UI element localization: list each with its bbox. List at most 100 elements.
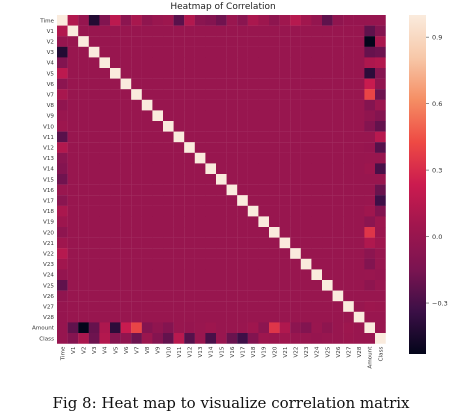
- heatmap-cell-v1-v2: [78, 25, 89, 37]
- heatmap-cell-v8-v21: [279, 99, 291, 111]
- heatmap-cell-v25-v3: [88, 280, 100, 291]
- heatmap-cell-v26-v8: [141, 290, 153, 302]
- heatmap-cell-v8-v1: [67, 99, 79, 111]
- heatmap-cell-v26-v23: [300, 290, 312, 302]
- heatmap-cell-v1-v12: [184, 25, 195, 37]
- heatmap-cell-v7-v22: [290, 89, 301, 100]
- heatmap-cell-v3-v2: [78, 46, 89, 58]
- heatmap-cell-v18-v26: [332, 205, 344, 217]
- heatmap-cell-amount-v8: [141, 322, 153, 334]
- heatmap-cell-v1-v11: [173, 25, 185, 37]
- heatmap-cell-v16-v7: [131, 184, 142, 196]
- heatmap-cell-v24-v14: [205, 269, 217, 281]
- heatmap-cell-v12-v12: [184, 142, 195, 153]
- heatmap-cell-v10-v20: [269, 121, 280, 132]
- heatmap-cell-v10-v17: [237, 121, 248, 132]
- heatmap-cell-v1-amount: [364, 25, 376, 37]
- heatmap-cell-v2-v24: [311, 36, 323, 47]
- heatmap-cell-v23-v17: [237, 258, 248, 270]
- heatmap-cell-v8-v2: [78, 99, 89, 111]
- heatmap-cell-v18-v16: [226, 205, 238, 217]
- heatmap-cell-v4-v8: [141, 57, 153, 69]
- heatmap-cell-v8-v11: [173, 99, 185, 111]
- heatmap-cell-v9-v6: [120, 110, 132, 122]
- heatmap-cell-v23-v15: [216, 258, 227, 270]
- heatmap-cell-v28-v3: [88, 311, 100, 323]
- heatmap-cell-v19-v4: [99, 216, 111, 228]
- heatmap-cell-class-v7: [131, 333, 142, 344]
- heatmap-cell-v28-v9: [152, 311, 164, 323]
- heatmap-cell-v5-v20: [269, 68, 280, 79]
- heatmap-cell-v22-v20: [269, 248, 280, 259]
- heatmap-cell-v12-v10: [163, 142, 174, 153]
- x-tick-label: V3: [92, 346, 98, 354]
- heatmap-cell-v17-v28: [353, 195, 365, 206]
- heatmap-cell-v14-v15: [216, 163, 227, 175]
- heatmap-cell-v15-v13: [194, 174, 206, 185]
- heatmap-cell-time-v21: [279, 15, 291, 26]
- heatmap-cell-v8-v20: [269, 99, 280, 111]
- heatmap-cell-v7-time: [57, 89, 68, 100]
- heatmap-cell-v17-v3: [88, 195, 100, 206]
- heatmap-cell-v13-v15: [216, 152, 227, 164]
- heatmap-cell-v25-v6: [120, 280, 132, 291]
- heatmap-cell-v3-v11: [173, 46, 185, 58]
- heatmap-cell-v1-v23: [300, 25, 312, 37]
- heatmap-cell-v26-v17: [237, 290, 248, 302]
- heatmap-cell-v2-v3: [88, 36, 100, 47]
- y-tick-label: V3: [47, 50, 55, 56]
- y-tick-label: V5: [47, 71, 55, 77]
- heatmap-cell-v15-class: [375, 174, 386, 185]
- heatmap-cell-v14-v14: [205, 163, 217, 175]
- heatmap-cell-v1-v13: [194, 25, 206, 37]
- heatmap-cell-v12-v24: [311, 142, 323, 153]
- heatmap-cell-class-amount: [364, 333, 376, 344]
- heatmap-cell-v9-v7: [131, 110, 142, 122]
- heatmap-cell-v13-time: [57, 152, 68, 164]
- heatmap-cell-v2-v15: [216, 36, 227, 47]
- heatmap-cell-v17-v12: [184, 195, 195, 206]
- heatmap-cell-v26-v5: [110, 290, 121, 302]
- heatmap-cell-v16-v21: [279, 184, 291, 196]
- heatmap-cell-v9-v2: [78, 110, 89, 122]
- heatmap-cell-v21-v12: [184, 237, 195, 249]
- heatmap-cell-v24-v18: [247, 269, 259, 281]
- heatmap-cell-v10-v23: [300, 121, 312, 132]
- heatmap-cell-v3-v24: [311, 46, 323, 58]
- heatmap-cell-v24-v21: [279, 269, 291, 281]
- heatmap-cell-v12-v25: [322, 142, 333, 153]
- heatmap-cell-v18-v27: [343, 205, 354, 217]
- heatmap-cell-v26-v13: [194, 290, 206, 302]
- heatmap-cell-v26-v18: [247, 290, 259, 302]
- heatmap-cell-v20-v27: [343, 227, 354, 238]
- heatmap-cell-v8-v6: [120, 99, 132, 111]
- heatmap-cell-v19-class: [375, 216, 386, 228]
- heatmap-cell-v12-v28: [353, 142, 365, 153]
- heatmap-cell-v27-v8: [141, 301, 153, 312]
- heatmap-cell-v8-v17: [237, 99, 248, 111]
- heatmap-cell-v27-v5: [110, 301, 121, 312]
- heatmap-cell-v23-v27: [343, 258, 354, 270]
- heatmap-cell-v3-v25: [322, 46, 333, 58]
- heatmap-cell-v27-v7: [131, 301, 142, 312]
- heatmap-cell-v15-v24: [311, 174, 323, 185]
- heatmap-cell-v22-v1: [67, 248, 79, 259]
- heatmap-cell-v6-amount: [364, 78, 376, 90]
- heatmap-cell-v4-v12: [184, 57, 195, 69]
- heatmap-cell-v11-v28: [353, 131, 365, 143]
- heatmap-cell-v25-v18: [247, 280, 259, 291]
- heatmap-cell-v19-v6: [120, 216, 132, 228]
- heatmap-cell-v5-v13: [194, 68, 206, 79]
- heatmap-cell-v12-v8: [141, 142, 153, 153]
- heatmap-chart: Time V1 V2 V3 V4 V5 V6 V7 V8 V9 V10 V11 V12 V13 V14 V15…: [32, 15, 448, 369]
- heatmap-cell-amount-v4: [99, 322, 111, 334]
- heatmap-cell-v9-amount: [364, 110, 376, 122]
- heatmap-cell-v1-v6: [120, 25, 132, 37]
- heatmap-cell-v4-v4: [99, 57, 111, 69]
- heatmap-cell-v8-v15: [216, 99, 227, 111]
- heatmap-cell-time-v4: [99, 15, 111, 26]
- heatmap-cell-v5-class: [375, 68, 386, 79]
- heatmap-cell-v11-v1: [67, 131, 79, 143]
- heatmap-cell-v9-v17: [237, 110, 248, 122]
- y-tick-label: V24: [43, 273, 54, 279]
